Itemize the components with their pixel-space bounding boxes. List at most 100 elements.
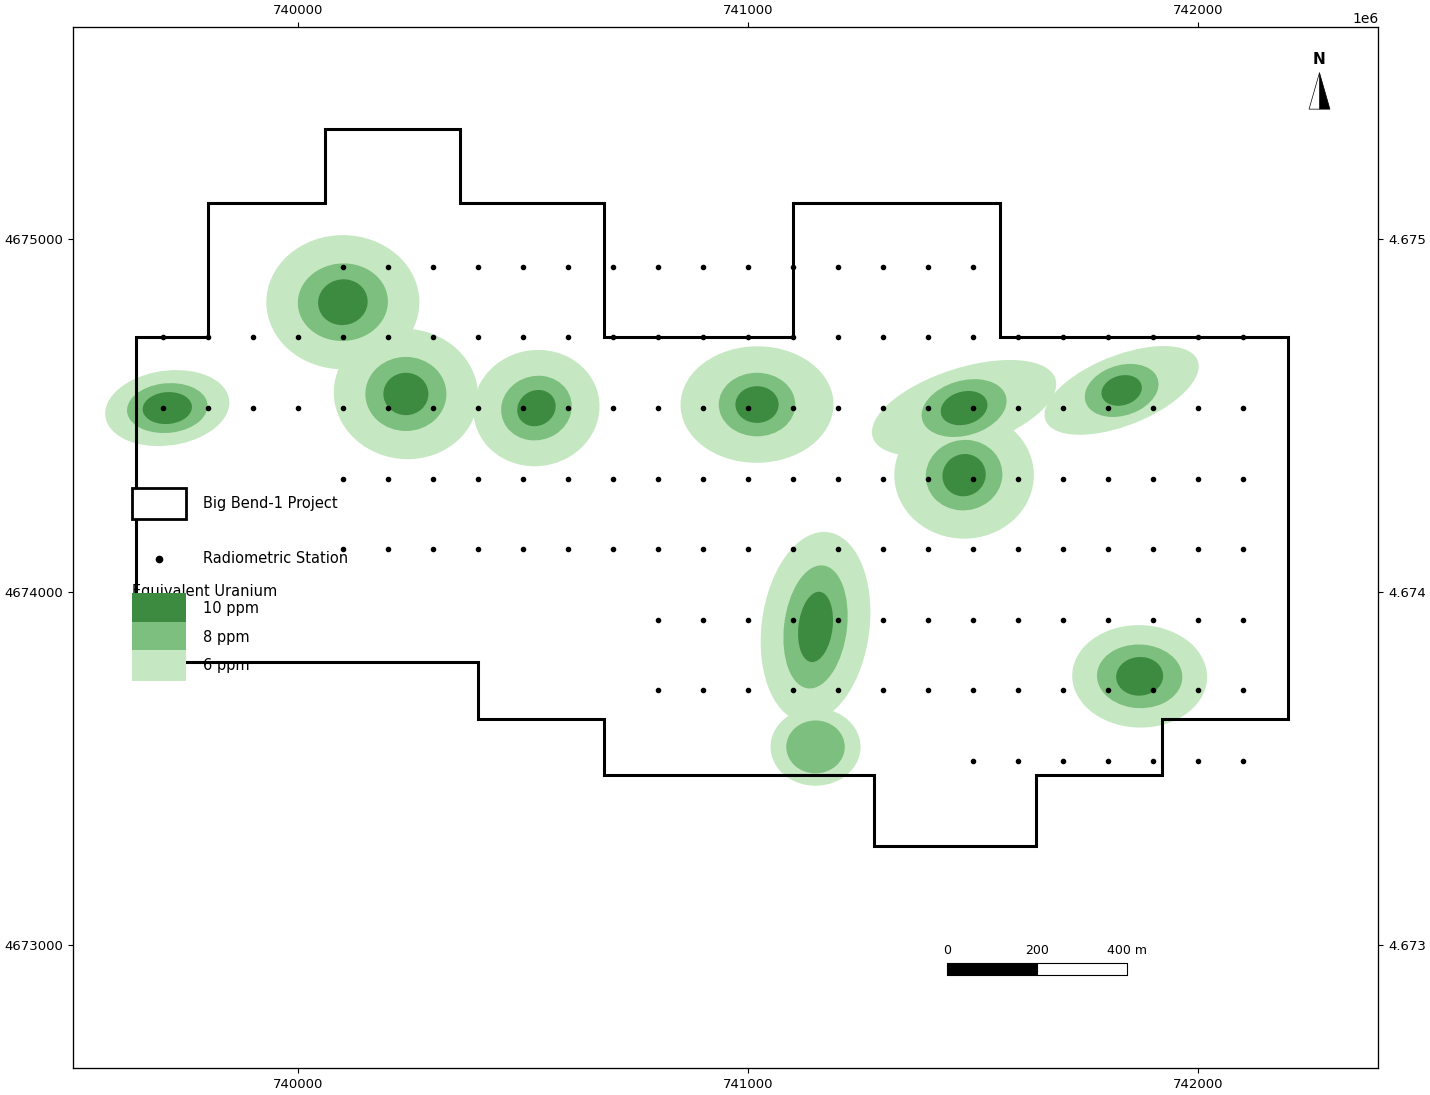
Point: [422, 400, 445, 417]
Point: [1097, 682, 1120, 700]
Point: [332, 470, 355, 487]
Point: [917, 470, 940, 487]
Ellipse shape: [1085, 364, 1158, 417]
Point: [1051, 752, 1074, 770]
Point: [1231, 400, 1254, 417]
Point: [646, 470, 669, 487]
Point: [1187, 611, 1210, 629]
Text: 6 ppm: 6 ppm: [203, 658, 250, 673]
Point: [1051, 541, 1074, 558]
Point: [872, 258, 895, 276]
Point: [782, 258, 805, 276]
Point: [782, 611, 805, 629]
Point: [692, 400, 715, 417]
Ellipse shape: [1117, 657, 1163, 695]
Point: [422, 470, 445, 487]
Text: Equivalent Uranium: Equivalent Uranium: [132, 584, 277, 599]
Point: [1187, 400, 1210, 417]
Point: [961, 400, 984, 417]
Point: [736, 328, 759, 346]
Point: [1141, 752, 1164, 770]
Point: [512, 328, 535, 346]
Point: [872, 328, 895, 346]
Point: [961, 258, 984, 276]
Point: [1007, 611, 1030, 629]
Point: [196, 328, 219, 346]
Ellipse shape: [1101, 376, 1141, 406]
Point: [736, 470, 759, 487]
Point: [466, 400, 489, 417]
Point: [466, 328, 489, 346]
Point: [512, 400, 535, 417]
Text: 10 ppm: 10 ppm: [203, 601, 259, 616]
Ellipse shape: [1072, 625, 1207, 727]
Ellipse shape: [366, 357, 446, 431]
Ellipse shape: [942, 454, 985, 496]
Ellipse shape: [798, 591, 834, 662]
Point: [602, 541, 625, 558]
Point: [556, 541, 579, 558]
Text: 400 m: 400 m: [1107, 944, 1147, 957]
Point: [1097, 752, 1120, 770]
Ellipse shape: [383, 372, 429, 415]
Point: [692, 611, 715, 629]
Point: [1097, 470, 1120, 487]
Point: [1187, 682, 1210, 700]
Point: [1141, 400, 1164, 417]
Point: [872, 682, 895, 700]
Point: [692, 470, 715, 487]
Point: [646, 611, 669, 629]
Point: [736, 541, 759, 558]
Point: [422, 541, 445, 558]
Point: [827, 258, 849, 276]
Point: [782, 541, 805, 558]
Point: [286, 400, 309, 417]
Ellipse shape: [500, 376, 572, 440]
Point: [332, 258, 355, 276]
Point: [376, 470, 399, 487]
Ellipse shape: [317, 279, 368, 325]
Point: [286, 328, 309, 346]
Ellipse shape: [719, 372, 795, 436]
Point: [646, 682, 669, 700]
Text: 200: 200: [1025, 944, 1050, 957]
Point: [1187, 470, 1210, 487]
Ellipse shape: [143, 392, 192, 424]
Point: [961, 328, 984, 346]
Point: [1051, 470, 1074, 487]
Text: N: N: [1313, 53, 1326, 68]
Point: [1187, 541, 1210, 558]
Point: [782, 682, 805, 700]
Ellipse shape: [921, 379, 1007, 437]
Point: [646, 400, 669, 417]
Point: [1097, 611, 1120, 629]
Point: [1141, 470, 1164, 487]
Point: [646, 328, 669, 346]
Point: [1007, 752, 1030, 770]
Point: [782, 470, 805, 487]
Point: [1231, 328, 1254, 346]
Point: [332, 400, 355, 417]
Point: [1051, 400, 1074, 417]
Point: [917, 258, 940, 276]
Ellipse shape: [1097, 645, 1183, 708]
Point: [1007, 541, 1030, 558]
Point: [466, 258, 489, 276]
Point: [827, 611, 849, 629]
Point: [1231, 682, 1254, 700]
Point: [152, 328, 174, 346]
Point: [692, 541, 715, 558]
Point: [1007, 328, 1030, 346]
Point: [782, 400, 805, 417]
Bar: [132, 488, 186, 519]
Text: Big Bend-1 Project: Big Bend-1 Project: [203, 496, 337, 511]
Point: [332, 328, 355, 346]
Bar: [132, 593, 186, 624]
Point: [917, 328, 940, 346]
Point: [1007, 470, 1030, 487]
Point: [782, 328, 805, 346]
Ellipse shape: [787, 721, 845, 773]
Point: [376, 258, 399, 276]
Point: [376, 541, 399, 558]
Polygon shape: [1308, 72, 1320, 110]
